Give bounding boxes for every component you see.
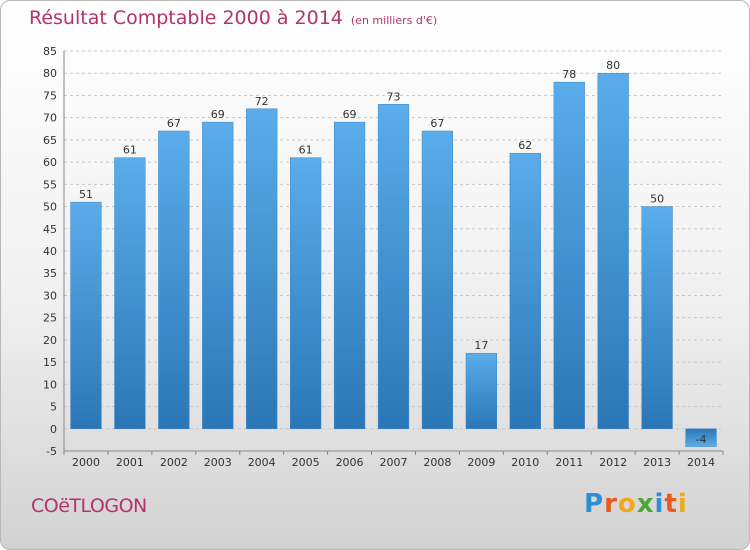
y-tick-label: -5 bbox=[46, 445, 57, 458]
bar-2010 bbox=[509, 152, 541, 430]
bar-2009 bbox=[465, 352, 497, 430]
data-label-2007: 73 bbox=[387, 90, 401, 103]
data-label-2014: -4 bbox=[696, 433, 707, 446]
logo-letter: r bbox=[604, 489, 618, 519]
title-text: Résultat Comptable 2000 à 2014 bbox=[29, 7, 343, 29]
proxiti-logo: Proxiti bbox=[584, 489, 688, 519]
bar-2003 bbox=[202, 121, 234, 430]
x-tick-label: 2000 bbox=[72, 456, 100, 469]
logo-letter: x bbox=[636, 489, 655, 519]
y-tick-label: 0 bbox=[50, 423, 57, 436]
bar-2004 bbox=[246, 108, 278, 430]
data-label-2011: 78 bbox=[562, 68, 576, 81]
data-label-2010: 62 bbox=[518, 139, 532, 152]
y-axis: -5 0 5 10 15 20 25 30 35 40 45 50 55 60 65 70 75 80 85 bbox=[43, 45, 723, 458]
y-tick-label: 75 bbox=[43, 89, 57, 102]
chart-subtitle: (en milliers d'€) bbox=[350, 14, 438, 27]
x-tick-label: 2007 bbox=[380, 456, 408, 469]
x-tick-label: 2006 bbox=[336, 456, 364, 469]
x-tick-label: 2004 bbox=[248, 456, 276, 469]
bar-2013 bbox=[641, 206, 673, 430]
data-label-2006: 69 bbox=[343, 108, 357, 121]
bar-2006 bbox=[333, 121, 366, 430]
y-tick-label: 15 bbox=[43, 356, 57, 369]
x-tick-label: 2002 bbox=[160, 456, 188, 469]
x-tick-label: 2005 bbox=[292, 456, 320, 469]
data-label-2005: 61 bbox=[299, 144, 313, 157]
x-tick-label: 2012 bbox=[599, 456, 627, 469]
bar-2005 bbox=[290, 157, 322, 430]
logo-letter: i bbox=[654, 489, 665, 519]
data-label-2004: 72 bbox=[255, 95, 269, 108]
bar-2001 bbox=[114, 157, 146, 430]
bar-2014 bbox=[685, 428, 717, 447]
logo-letter: o bbox=[617, 489, 637, 519]
y-tick-label: 60 bbox=[43, 156, 57, 169]
x-tick-label: 2009 bbox=[467, 456, 495, 469]
y-tick-label: 25 bbox=[43, 312, 57, 325]
chart-title: Résultat Comptable 2000 à 2014 (en millie… bbox=[29, 7, 437, 29]
data-label-2013: 50 bbox=[650, 193, 664, 206]
x-tick-label: 2014 bbox=[687, 456, 715, 469]
data-label-2012: 80 bbox=[606, 59, 620, 72]
x-tick-label: 2011 bbox=[555, 456, 583, 469]
bar-2007 bbox=[377, 104, 410, 430]
data-labels: 51 61 67 69 72 61 69 73 67 17 62 78 80 50 -4 bbox=[79, 59, 707, 446]
y-tick-label: 70 bbox=[43, 112, 57, 125]
x-tick-label: 2001 bbox=[116, 456, 144, 469]
y-tick-label: 85 bbox=[43, 45, 57, 58]
x-tick-label: 2008 bbox=[423, 456, 451, 469]
y-tick-label: 5 bbox=[50, 401, 57, 414]
y-tick-label: 30 bbox=[43, 289, 57, 302]
data-label-2003: 69 bbox=[211, 108, 225, 121]
y-tick-label: 45 bbox=[43, 223, 57, 236]
y-tick-label: 55 bbox=[43, 178, 57, 191]
commune-name: COëTLOGON bbox=[31, 495, 147, 517]
x-axis: 2000 2001 2002 2003 2004 2005 2006 2007 2008 2009… bbox=[63, 451, 724, 469]
x-tick-label: 2013 bbox=[643, 456, 671, 469]
y-tick-label: 10 bbox=[43, 378, 57, 391]
bars bbox=[70, 72, 717, 447]
y-tick-label: 20 bbox=[43, 334, 57, 347]
data-label-2001: 61 bbox=[123, 144, 137, 157]
bar-2002 bbox=[158, 130, 190, 430]
y-tick-label: 80 bbox=[43, 67, 57, 80]
bar-2008 bbox=[421, 130, 454, 430]
data-label-2008: 67 bbox=[430, 117, 444, 130]
logo-letter: t bbox=[664, 489, 678, 519]
y-tick-label: 40 bbox=[43, 245, 57, 258]
bar-2000 bbox=[70, 201, 102, 430]
x-tick-label: 2003 bbox=[204, 456, 232, 469]
y-tick-label: 50 bbox=[43, 201, 57, 214]
y-tick-label: 35 bbox=[43, 267, 57, 280]
data-label-2009: 17 bbox=[474, 339, 488, 352]
x-tick-label: 2010 bbox=[511, 456, 539, 469]
data-label-2000: 51 bbox=[79, 188, 93, 201]
logo-letter: P bbox=[584, 489, 605, 519]
bar-2012 bbox=[597, 72, 629, 430]
bar-2011 bbox=[553, 81, 585, 430]
data-label-2002: 67 bbox=[167, 117, 181, 130]
y-tick-label: 65 bbox=[43, 134, 57, 147]
logo-letter: i bbox=[677, 489, 688, 519]
